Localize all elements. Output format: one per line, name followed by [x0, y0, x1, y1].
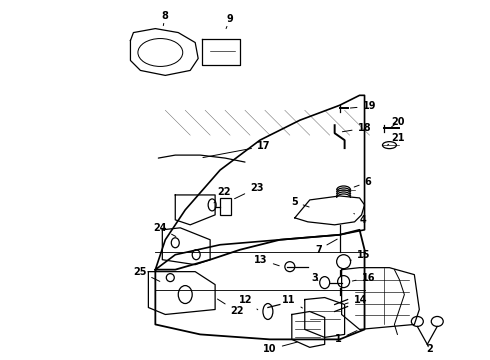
Text: 24: 24	[153, 223, 176, 237]
Text: 21: 21	[388, 133, 405, 145]
Text: 10: 10	[264, 342, 297, 354]
Text: 4: 4	[354, 213, 367, 225]
Text: 16: 16	[352, 273, 375, 283]
Text: 9: 9	[226, 14, 233, 28]
Text: 1: 1	[335, 330, 357, 345]
Text: 7: 7	[315, 239, 337, 255]
Text: 17: 17	[203, 141, 270, 158]
Text: 13: 13	[254, 255, 279, 266]
Text: 12: 12	[239, 294, 258, 310]
Text: 8: 8	[162, 11, 169, 26]
Text: 2: 2	[426, 345, 433, 354]
Text: 19: 19	[350, 101, 376, 111]
Text: 22: 22	[214, 187, 231, 203]
Text: 25: 25	[133, 267, 160, 282]
Text: 5: 5	[291, 197, 309, 207]
Text: 14: 14	[345, 294, 367, 305]
Text: 18: 18	[343, 123, 371, 133]
Text: 20: 20	[392, 117, 405, 127]
Text: 11: 11	[282, 294, 302, 308]
Text: 22: 22	[218, 299, 244, 316]
Text: 6: 6	[354, 177, 371, 187]
Text: 15: 15	[350, 250, 370, 261]
Text: 23: 23	[235, 183, 264, 199]
Text: 3: 3	[312, 273, 318, 283]
